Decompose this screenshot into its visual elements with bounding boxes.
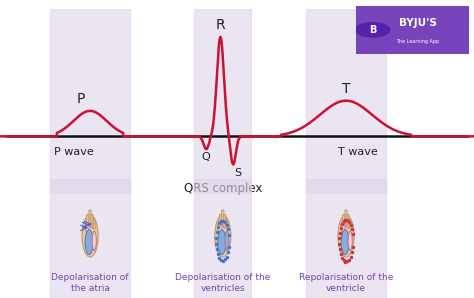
FancyBboxPatch shape [219,214,221,225]
Bar [50,179,130,298]
Text: S: S [235,168,242,178]
FancyBboxPatch shape [343,214,345,225]
FancyBboxPatch shape [349,220,351,229]
Ellipse shape [338,215,354,257]
Ellipse shape [85,221,89,232]
Ellipse shape [215,215,231,257]
Bar [194,9,251,194]
Text: Repolarisation of the
ventricle: Repolarisation of the ventricle [299,273,393,293]
Ellipse shape [346,218,351,228]
Bar [194,179,251,298]
Text: P wave: P wave [54,147,93,156]
Ellipse shape [85,230,93,254]
FancyBboxPatch shape [347,214,349,225]
Ellipse shape [218,221,222,232]
Text: R: R [216,18,225,32]
Ellipse shape [90,218,95,228]
Ellipse shape [218,230,226,254]
FancyBboxPatch shape [345,210,347,223]
Ellipse shape [222,218,228,228]
Text: P: P [76,92,85,106]
Text: B: B [369,25,376,35]
FancyBboxPatch shape [222,210,224,223]
FancyBboxPatch shape [226,220,228,229]
Text: T wave: T wave [338,147,378,156]
Ellipse shape [92,231,96,250]
FancyBboxPatch shape [224,214,226,225]
Text: BYJU'S: BYJU'S [399,18,437,28]
Text: Q: Q [202,152,210,162]
FancyBboxPatch shape [87,214,89,225]
Text: Depolarisation of the
ventricles: Depolarisation of the ventricles [175,273,271,293]
Text: QRS complex: QRS complex [183,182,262,195]
Bar [306,9,386,194]
Ellipse shape [341,221,345,232]
Ellipse shape [225,231,229,250]
Bar [306,179,386,298]
Ellipse shape [341,230,349,254]
FancyBboxPatch shape [350,4,474,56]
FancyBboxPatch shape [93,220,95,229]
FancyBboxPatch shape [91,214,93,225]
Bar [50,9,130,194]
Text: T: T [342,82,350,96]
Text: The Learning App: The Learning App [397,39,439,44]
FancyBboxPatch shape [89,210,91,223]
Ellipse shape [348,231,352,250]
Ellipse shape [82,215,98,257]
Circle shape [356,23,390,37]
Text: Depolarisation of
the atria: Depolarisation of the atria [51,273,129,293]
